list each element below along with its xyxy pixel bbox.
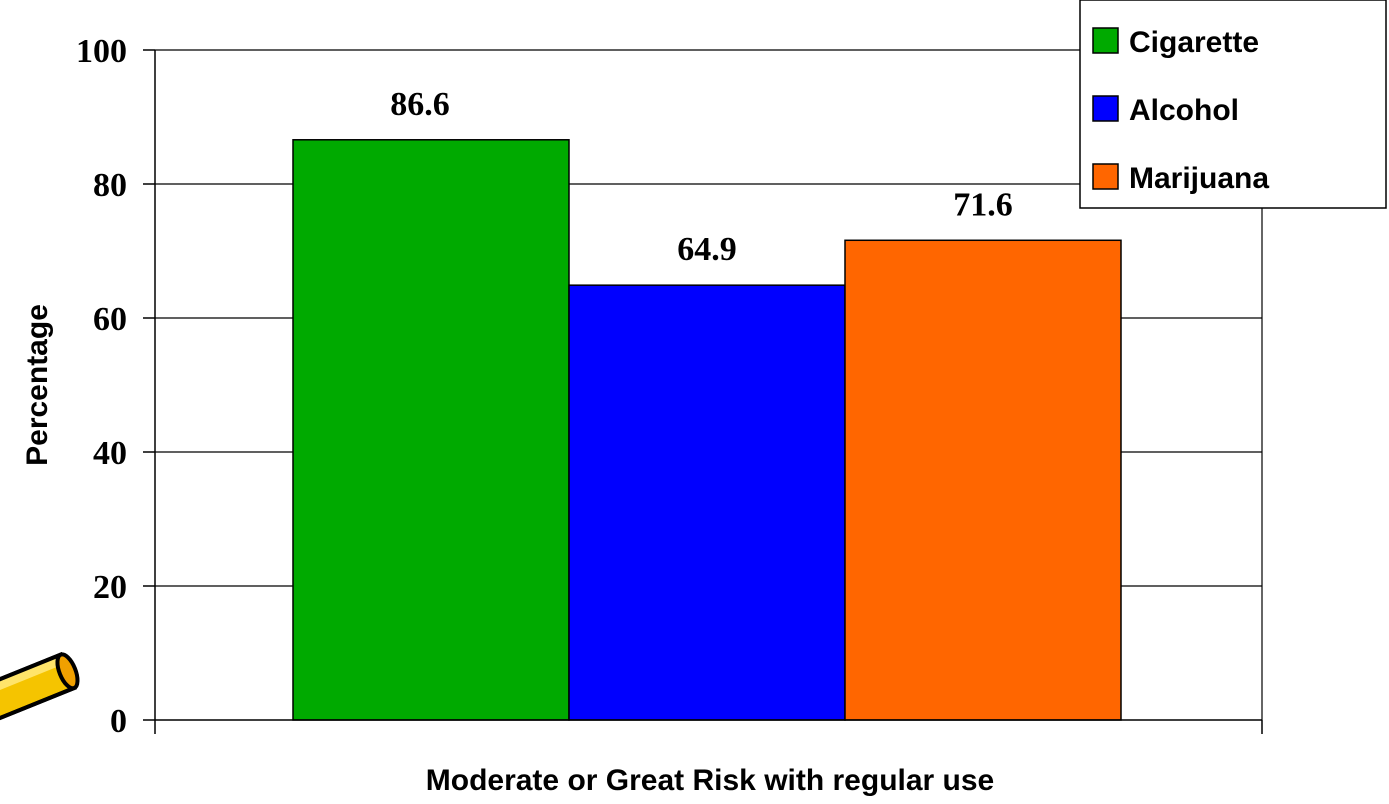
legend-swatch-marijuana: [1092, 163, 1119, 190]
legend-swatch-alcohol: [1092, 95, 1119, 122]
y-tick-label: 40: [93, 435, 127, 472]
legend-label-marijuana: Marijuana: [1129, 162, 1269, 195]
pencil-icon: [0, 652, 80, 724]
y-axis-title: Percentage: [21, 304, 54, 466]
data-label-cigarette: 86.6: [390, 86, 450, 123]
legend-swatch-cigarette: [1092, 27, 1119, 54]
legend-label-cigarette: Cigarette: [1129, 26, 1259, 59]
y-tick-label: 0: [110, 703, 127, 740]
bars: [292, 139, 1122, 721]
axes: [143, 49, 1263, 734]
y-tick-label: 20: [93, 569, 127, 606]
bar-cigarette: [292, 139, 570, 721]
y-tick-labels: 0 20 40 60 80 100: [76, 33, 127, 740]
data-label-alcohol: 64.9: [677, 231, 737, 268]
y-tick-label: 100: [76, 33, 127, 70]
x-axis-title: Moderate or Great Risk with regular use: [426, 764, 995, 797]
bar-alcohol: [568, 284, 846, 721]
data-labels: 86.6 64.9 71.6: [390, 86, 1013, 268]
legend-label-alcohol: Alcohol: [1129, 94, 1239, 127]
y-tick-label: 80: [93, 167, 127, 204]
y-tick-label: 60: [93, 301, 127, 338]
data-label-marijuana: 71.6: [953, 186, 1013, 223]
legend: Cigarette Alcohol Marijuana: [1079, 0, 1387, 209]
bar-marijuana: [844, 239, 1122, 721]
legend-box: [1079, 0, 1387, 209]
